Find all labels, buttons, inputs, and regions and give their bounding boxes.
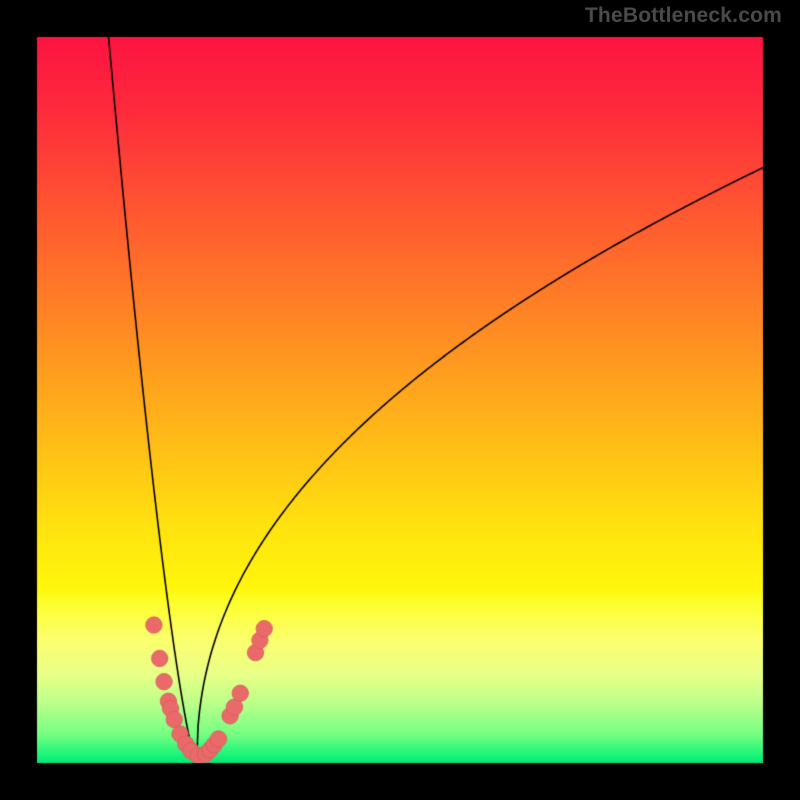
bottleneck-curve	[0, 0, 800, 800]
chart-stage: TheBottleneck.com	[0, 0, 800, 800]
